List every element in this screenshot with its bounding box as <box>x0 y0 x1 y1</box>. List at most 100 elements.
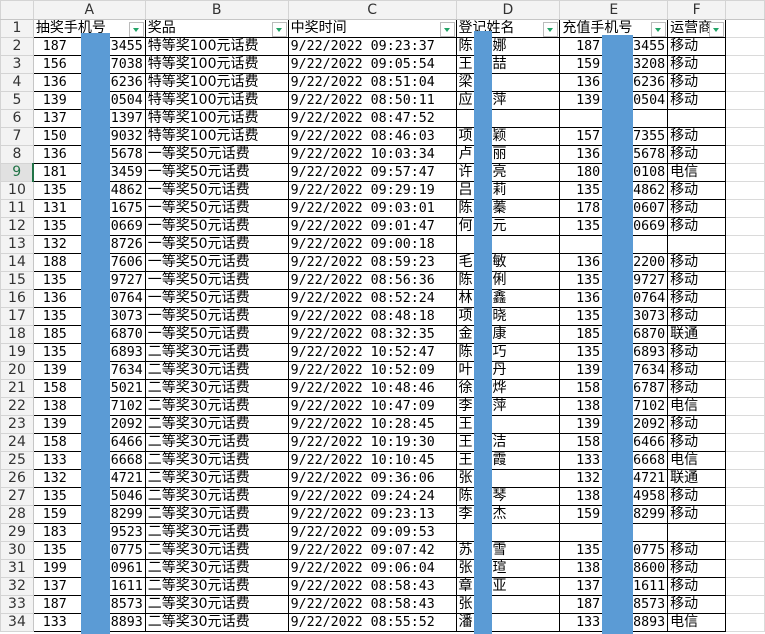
cell-prize[interactable]: 二等奖30元话费 <box>144 343 289 362</box>
cell-carrier[interactable]: 移动 <box>667 145 727 164</box>
filter-dropdown-icon[interactable] <box>543 22 559 37</box>
cell-carrier[interactable]: 移动 <box>667 37 727 56</box>
cell-name[interactable]: 陈俐 <box>455 271 561 290</box>
cell-carrier[interactable]: 移动 <box>667 271 727 290</box>
empty-cell[interactable] <box>725 613 765 632</box>
cell-name[interactable]: 陈娜 <box>455 37 561 56</box>
column-header-A[interactable]: A <box>32 0 146 20</box>
cell-name[interactable]: 许亮 <box>455 163 561 182</box>
empty-cell[interactable] <box>725 325 765 344</box>
cell-prize[interactable]: 二等奖30元话费 <box>144 451 289 470</box>
row-number[interactable]: 28 <box>0 505 34 524</box>
row-number[interactable]: 25 <box>0 451 34 470</box>
cell-win-time[interactable]: 9/22/2022 09:23:37 <box>287 37 457 56</box>
cell-prize[interactable]: 二等奖30元话费 <box>144 361 289 380</box>
empty-cell[interactable] <box>725 163 765 182</box>
empty-cell[interactable] <box>725 199 765 218</box>
cell-carrier[interactable] <box>667 523 727 542</box>
cell-name[interactable]: 金康 <box>455 325 561 344</box>
row-number[interactable]: 18 <box>0 325 34 344</box>
filter-dropdown-icon[interactable] <box>439 22 455 37</box>
cell-win-time[interactable]: 9/22/2022 09:57:47 <box>287 163 457 182</box>
cell-name[interactable]: 李杰 <box>455 505 561 524</box>
header-cell[interactable]: 奖品 <box>144 19 289 38</box>
row-number[interactable]: 8 <box>0 145 34 164</box>
cell-name[interactable]: 王 <box>455 415 561 434</box>
cell-name[interactable]: 李萍 <box>455 397 561 416</box>
empty-cell[interactable] <box>725 145 765 164</box>
cell-carrier[interactable]: 移动 <box>667 181 727 200</box>
cell-name[interactable]: 陈琴 <box>455 487 561 506</box>
empty-cell[interactable] <box>725 235 765 254</box>
cell-win-time[interactable]: 9/22/2022 08:58:43 <box>287 595 457 614</box>
cell-prize[interactable]: 一等奖50元话费 <box>144 235 289 254</box>
cell-win-time[interactable]: 9/22/2022 10:47:09 <box>287 397 457 416</box>
cell-carrier[interactable]: 移动 <box>667 379 727 398</box>
cell-win-time[interactable]: 9/22/2022 08:32:35 <box>287 325 457 344</box>
row-number[interactable]: 22 <box>0 397 34 416</box>
cell-name[interactable]: 王洁 <box>455 433 561 452</box>
cell-win-time[interactable]: 9/22/2022 09:01:47 <box>287 217 457 236</box>
cell-name[interactable]: 徐烨 <box>455 379 561 398</box>
cell-carrier[interactable]: 移动 <box>667 343 727 362</box>
row-number[interactable]: 10 <box>0 181 34 200</box>
cell-win-time[interactable]: 9/22/2022 09:03:01 <box>287 199 457 218</box>
cell-prize[interactable]: 二等奖30元话费 <box>144 415 289 434</box>
header-cell[interactable]: 运营商 <box>667 19 727 38</box>
cell-carrier[interactable]: 电信 <box>667 451 727 470</box>
row-number[interactable]: 27 <box>0 487 34 506</box>
row-number[interactable]: 30 <box>0 541 34 560</box>
cell-carrier[interactable]: 移动 <box>667 559 727 578</box>
cell-win-time[interactable]: 9/22/2022 08:47:52 <box>287 109 457 128</box>
row-number[interactable]: 7 <box>0 127 34 146</box>
cell-prize[interactable]: 二等奖30元话费 <box>144 595 289 614</box>
empty-cell[interactable] <box>725 37 765 56</box>
cell-lottery-phone[interactable]: 187 3455 <box>32 37 146 56</box>
cell-prize[interactable]: 二等奖30元话费 <box>144 523 289 542</box>
column-header-empty[interactable] <box>725 0 765 20</box>
cell-prize[interactable]: 一等奖50元话费 <box>144 199 289 218</box>
cell-win-time[interactable]: 9/22/2022 08:50:11 <box>287 91 457 110</box>
cell-carrier[interactable]: 联通 <box>667 325 727 344</box>
row-number[interactable]: 24 <box>0 433 34 452</box>
empty-cell[interactable] <box>725 91 765 110</box>
cell-win-time[interactable]: 9/22/2022 08:52:24 <box>287 289 457 308</box>
cell-prize[interactable]: 特等奖100元话费 <box>144 37 289 56</box>
cell-prize[interactable]: 特等奖100元话费 <box>144 91 289 110</box>
empty-cell[interactable] <box>725 361 765 380</box>
cell-win-time[interactable]: 9/22/2022 09:36:06 <box>287 469 457 488</box>
cell-name[interactable]: 毛敏 <box>455 253 561 272</box>
empty-cell[interactable] <box>725 595 765 614</box>
cell-name[interactable]: 吕莉 <box>455 181 561 200</box>
cell-name[interactable]: 王喆 <box>455 55 561 74</box>
empty-cell[interactable] <box>725 379 765 398</box>
cell-carrier[interactable]: 移动 <box>667 55 727 74</box>
empty-cell[interactable] <box>725 73 765 92</box>
empty-cell[interactable] <box>725 487 765 506</box>
cell-name[interactable] <box>455 523 561 542</box>
cell-prize[interactable]: 一等奖50元话费 <box>144 289 289 308</box>
cell-name[interactable]: 卢丽 <box>455 145 561 164</box>
cell-prize[interactable]: 二等奖30元话费 <box>144 379 289 398</box>
empty-cell[interactable] <box>725 523 765 542</box>
cell-win-time[interactable]: 9/22/2022 09:07:42 <box>287 541 457 560</box>
empty-cell[interactable] <box>725 217 765 236</box>
header-cell[interactable]: 充值手机号 <box>559 19 669 38</box>
empty-cell[interactable] <box>725 181 765 200</box>
cell-prize[interactable]: 特等奖100元话费 <box>144 55 289 74</box>
empty-cell[interactable] <box>725 505 765 524</box>
header-cell[interactable]: 抽奖手机号 <box>32 19 146 38</box>
cell-prize[interactable]: 二等奖30元话费 <box>144 433 289 452</box>
cell-prize[interactable]: 二等奖30元话费 <box>144 469 289 488</box>
cell-win-time[interactable]: 9/22/2022 09:00:18 <box>287 235 457 254</box>
filter-dropdown-icon[interactable] <box>271 22 287 37</box>
column-header-E[interactable]: E <box>559 0 669 20</box>
row-number[interactable]: 9 <box>0 163 35 182</box>
row-number[interactable]: 17 <box>0 307 34 326</box>
cell-prize[interactable]: 一等奖50元话费 <box>144 181 289 200</box>
cell-prize[interactable]: 二等奖30元话费 <box>144 487 289 506</box>
cell-win-time[interactable]: 9/22/2022 10:52:47 <box>287 343 457 362</box>
column-header-D[interactable]: D <box>455 0 561 20</box>
cell-prize[interactable]: 一等奖50元话费 <box>144 145 289 164</box>
